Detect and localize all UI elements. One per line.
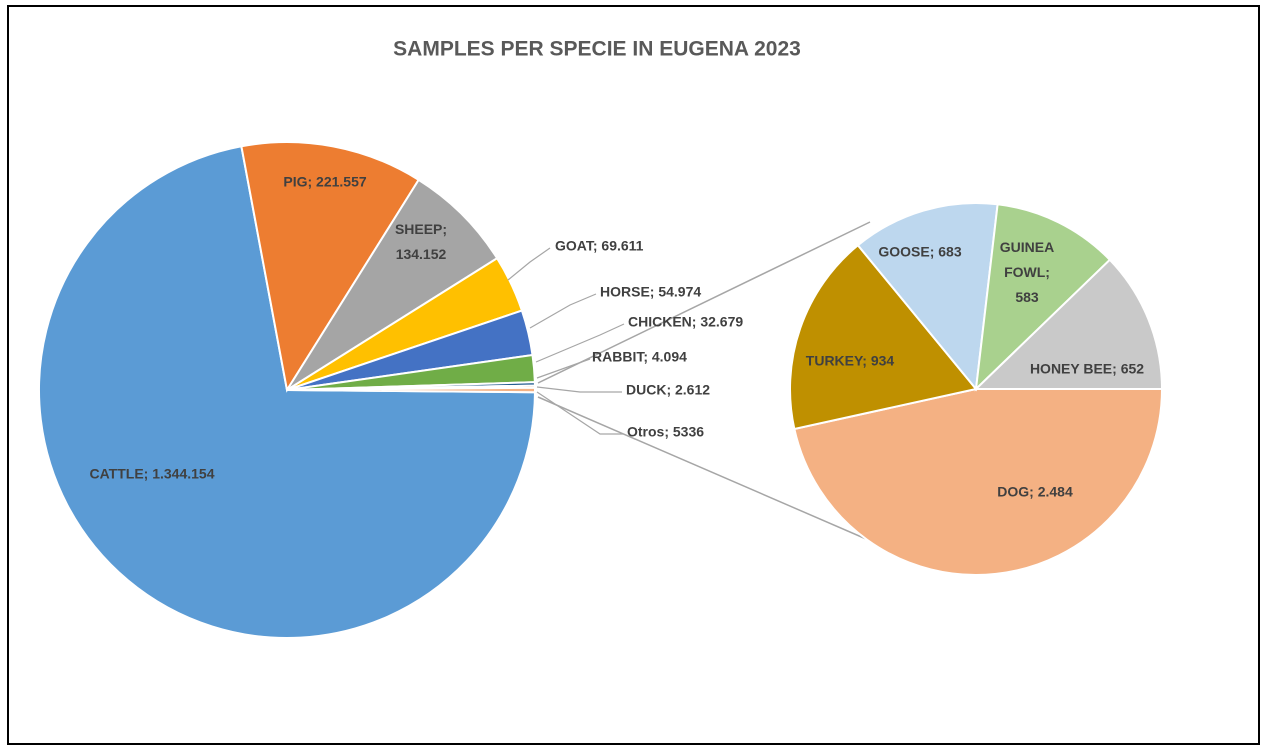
data-label: PIG; 221.557 (283, 174, 366, 190)
pie-slice (286, 386, 536, 394)
data-label: GOAT; 69.611 (555, 238, 644, 254)
pie-slice (789, 243, 978, 431)
pie-slice (973, 258, 1164, 390)
leader-line (536, 391, 623, 435)
pie-slice (974, 203, 1112, 392)
data-label: GOOSE; 683 (878, 244, 961, 260)
data-label: SHEEP; 134.152 (395, 221, 447, 262)
pie-slice (793, 388, 1164, 576)
pie-slice (856, 202, 999, 392)
pie-slice (38, 145, 537, 639)
data-label: GUINEA FOWL; 583 (1000, 239, 1054, 305)
data-label: RABBIT; 4.094 (592, 349, 687, 365)
pie-slice (240, 141, 421, 393)
data-label: DOG; 2.484 (997, 484, 1073, 500)
leader-line (536, 358, 591, 379)
leader-line (536, 386, 622, 393)
leader-line (535, 323, 625, 363)
leader-line (529, 293, 597, 329)
data-label: HORSE; 54.974 (600, 284, 701, 300)
chart-title: SAMPLES PER SPECIE IN EUGENA 2023 (393, 38, 801, 61)
leader-line (507, 247, 551, 281)
pie-slice (286, 178, 499, 391)
connector-line (537, 396, 881, 546)
data-label: CATTLE; 1.344.154 (89, 466, 214, 482)
data-label: DUCK; 2.612 (626, 382, 710, 398)
data-label: HONEY BEE; 652 (1030, 361, 1144, 377)
data-label: TURKEY; 934 (806, 353, 895, 369)
connector-line (537, 221, 871, 384)
data-label: Otros; 5336 (627, 424, 704, 440)
data-label: CHICKEN; 32.679 (628, 314, 743, 330)
